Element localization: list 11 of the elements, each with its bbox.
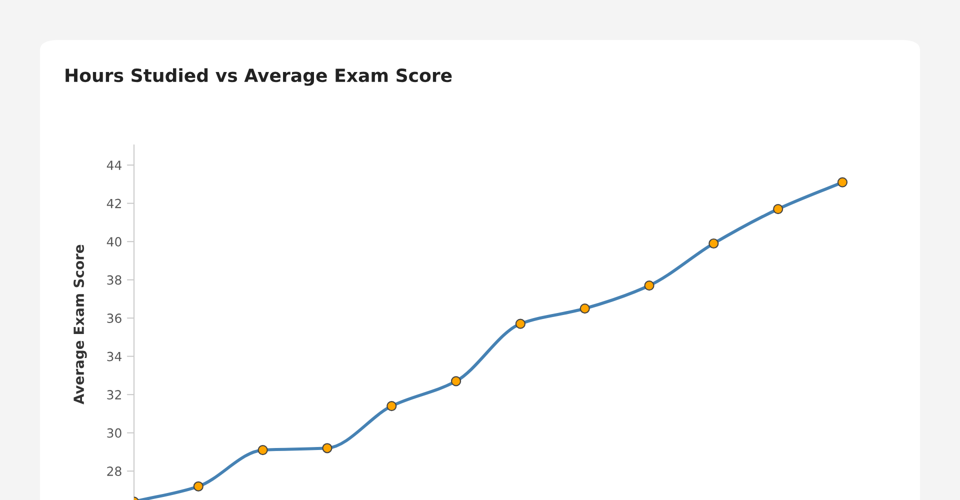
y-tick-label: 30 — [107, 428, 122, 438]
y-tick-label: 36 — [107, 314, 122, 324]
y-tick-label: 34 — [107, 352, 122, 362]
y-tick-label: 40 — [106, 237, 122, 247]
y-tick-label: 42 — [106, 198, 121, 208]
chart-title: Hours Studied vs Average Exam Score — [66, 68, 452, 86]
y-axis-title: Average Exam Score — [74, 244, 87, 404]
y-tick-label: 28 — [107, 466, 122, 476]
y-tick-label: 38 — [107, 275, 122, 285]
y-tick-label: 32 — [107, 390, 121, 400]
y-tick-label: 44 — [106, 160, 122, 170]
